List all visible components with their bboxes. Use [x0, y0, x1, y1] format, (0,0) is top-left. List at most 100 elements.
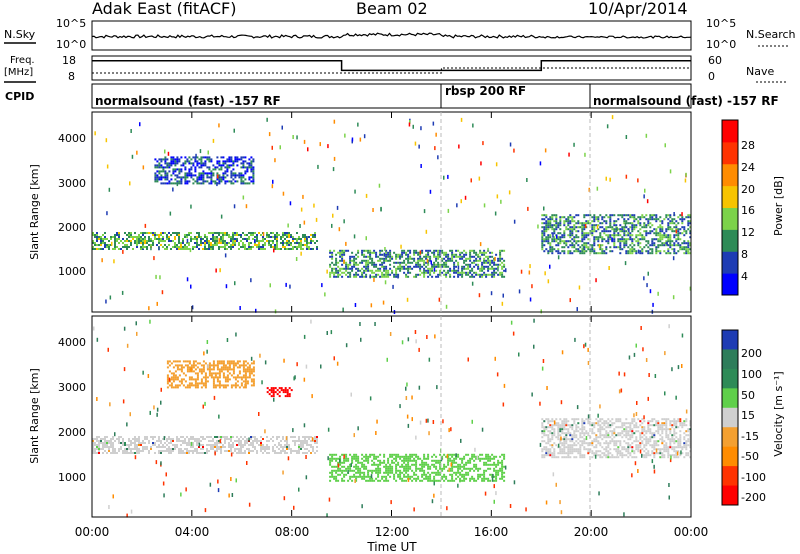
heatmap-cell [417, 259, 420, 262]
heatmap-cell [609, 234, 612, 237]
heatmap-cell [599, 248, 602, 251]
heatmap-cell [571, 244, 574, 247]
heatmap-cell [463, 475, 466, 478]
heatmap-cell [635, 424, 638, 427]
heatmap-cell [272, 395, 275, 398]
heatmap-speckle [420, 164, 422, 168]
heatmap-cell [385, 249, 388, 252]
heatmap-cell [469, 469, 472, 472]
heatmap-cell [557, 438, 560, 441]
heatmap-cell [365, 255, 368, 258]
heatmap-cell [242, 380, 245, 383]
heatmap-cell [469, 253, 472, 256]
heatmap-cell [497, 463, 500, 466]
heatmap-cell [547, 218, 550, 221]
heatmap-cell [220, 448, 222, 450]
heatmap-cell [387, 473, 390, 476]
heatmap-cell [447, 459, 450, 462]
heatmap-cell [417, 477, 420, 480]
heatmap-cell [561, 428, 564, 431]
heatmap-cell [264, 244, 266, 246]
heatmap-speckle [495, 162, 498, 167]
heatmap-cell [250, 370, 253, 373]
heatmap-cell [637, 444, 640, 447]
heatmap-cell [236, 158, 239, 161]
heatmap-cell [561, 246, 564, 249]
heatmap-cell [395, 275, 398, 278]
heatmap-cell [92, 232, 94, 234]
heatmap-cell [547, 450, 550, 453]
heatmap-cell [627, 450, 630, 453]
heatmap-cell [361, 267, 364, 270]
heatmap-speckle [245, 204, 248, 209]
heatmap-cell [553, 442, 556, 445]
heatmap-cell [483, 271, 486, 274]
heatmap-cell [228, 442, 230, 444]
heatmap-cell [567, 428, 570, 431]
heatmap-cell [591, 430, 594, 433]
heatmap-cell [403, 271, 406, 274]
heatmap-cell [545, 448, 548, 451]
heatmap-speckle [478, 293, 481, 298]
heatmap-cell [497, 273, 500, 276]
heatmap-cell [399, 269, 402, 272]
heatmap-cell [433, 263, 436, 266]
heatmap-cell [465, 467, 468, 470]
heatmap-cell [643, 430, 646, 433]
heatmap-cell [607, 424, 610, 427]
heatmap-cell [603, 238, 606, 241]
heatmap-cell [188, 440, 190, 442]
heatmap-cell [214, 450, 216, 452]
heatmap-cell [453, 275, 456, 278]
heatmap-cell [585, 442, 588, 445]
heatmap-speckle [652, 302, 654, 307]
heatmap-cell [284, 391, 287, 394]
heatmap-cell [575, 450, 578, 453]
heatmap-speckle [596, 225, 599, 230]
heatmap-cell [431, 265, 434, 268]
heatmap-cell [130, 240, 132, 242]
heatmap-cell [549, 454, 552, 457]
heatmap-cell [278, 452, 280, 454]
heatmap-cell [547, 420, 550, 423]
heatmap-cell [234, 176, 237, 179]
heatmap-cell [310, 242, 312, 244]
heatmap-cell [204, 438, 206, 440]
heatmap-cell [220, 240, 222, 242]
heatmap-cell [343, 253, 346, 256]
heatmap-cell [439, 471, 442, 474]
heatmap-cell [216, 360, 219, 363]
heatmap-cell [655, 218, 658, 221]
noise-left-label: N.Sky [4, 28, 36, 41]
heatmap-cell [152, 234, 154, 236]
heatmap-cell [579, 222, 582, 225]
heatmap-cell [363, 275, 366, 278]
heatmap-cell [549, 226, 552, 229]
heatmap-cell [403, 249, 406, 252]
heatmap-cell [188, 382, 191, 385]
heatmap-cell [250, 436, 252, 438]
heatmap-cell [441, 259, 444, 262]
heatmap-cell [290, 244, 292, 246]
heatmap-cell [633, 214, 636, 217]
heatmap-cell [300, 448, 302, 450]
heatmap-cell [477, 477, 480, 480]
heatmap-cell [194, 174, 197, 177]
heatmap-cell [250, 162, 253, 165]
heatmap-cell [587, 420, 590, 423]
heatmap-cell [172, 360, 175, 363]
heatmap-cell [274, 450, 276, 452]
heatmap-cell [415, 273, 418, 276]
heatmap-cell [242, 244, 244, 246]
heatmap-cell [581, 430, 584, 433]
heatmap-cell [675, 220, 678, 223]
heatmap-cell [433, 255, 436, 258]
heatmap-cell [617, 232, 620, 235]
heatmap-cell [166, 172, 169, 175]
heatmap-speckle [317, 164, 319, 169]
heatmap-cell [443, 473, 446, 476]
heatmap-cell [160, 452, 162, 454]
heatmap-cell [176, 246, 178, 248]
heatmap-cell [226, 378, 229, 381]
heatmap-cell [631, 436, 634, 439]
